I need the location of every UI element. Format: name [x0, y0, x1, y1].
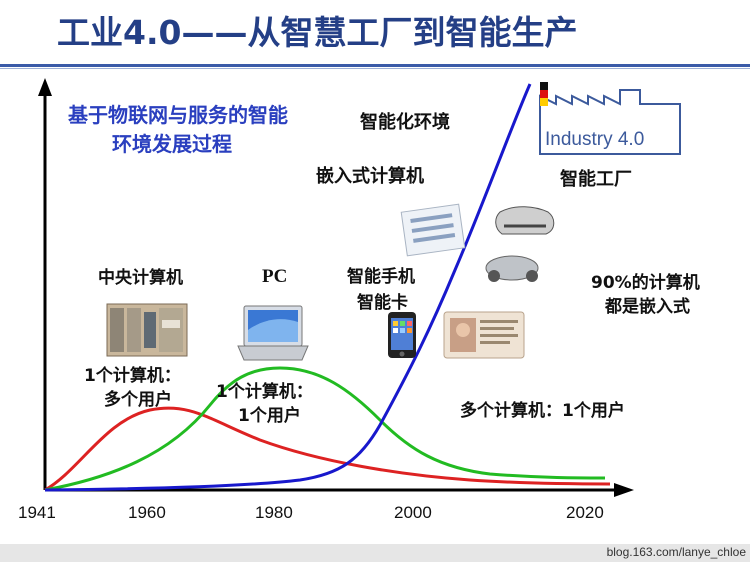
label-smart-environment: 智能化环境	[360, 112, 450, 133]
x-axis-arrow	[614, 483, 634, 497]
subtitle-line-2: 环境发展过程	[112, 132, 232, 156]
green-curve	[44, 366, 606, 492]
label-one-computer-many-users-2: 多个用户	[104, 390, 172, 410]
page-title: 工业4.0——从智慧工厂到智能生产	[57, 13, 578, 52]
label-embedded-percent-2: 都是嵌入式	[605, 297, 690, 317]
label-mainframe: 中央计算机	[98, 268, 183, 288]
label-smart-factory: 智能工厂	[560, 169, 632, 190]
x-tick-2020: 2020	[566, 503, 604, 522]
x-tick-1980: 1980	[255, 503, 293, 522]
footer-bar: blog.163.com/lanye_chloe	[0, 544, 750, 562]
subtitle-line-1: 基于物联网与服务的智能	[68, 103, 288, 127]
x-tick-2000: 2000	[394, 503, 432, 522]
label-pc: PC	[262, 266, 288, 287]
smartphone-image	[388, 312, 416, 358]
label-smartphone: 智能手机	[347, 267, 415, 287]
y-axis-arrow	[38, 78, 52, 96]
mainframe-image	[106, 303, 188, 357]
label-embedded-percent: 90%的计算机	[591, 273, 700, 293]
smart-card-image	[443, 311, 525, 359]
footer-watermark: blog.163.com/lanye_chloe	[606, 545, 746, 559]
logo-text: Industry 4.0	[545, 129, 644, 150]
x-tick-1960: 1960	[128, 503, 166, 522]
title-divider-thin	[0, 68, 750, 69]
label-smart-card: 智能卡	[357, 293, 408, 313]
blue-curve	[44, 83, 532, 492]
title-divider	[0, 64, 750, 67]
laptop-image	[237, 305, 309, 361]
embedded-devices-image	[400, 203, 555, 282]
x-tick-1941: 1941	[18, 503, 56, 522]
label-one-computer-one-user-2: 1个用户	[238, 406, 301, 426]
label-many-computers-one-user: 多个计算机：1个用户	[460, 401, 625, 421]
label-one-computer-many-users: 1个计算机：	[84, 366, 181, 386]
red-curve	[44, 406, 611, 492]
label-one-computer-one-user: 1个计算机：	[216, 382, 313, 402]
industry-4-logo: Industry 4.0	[539, 82, 681, 155]
label-embedded-computer: 嵌入式计算机	[316, 166, 424, 187]
